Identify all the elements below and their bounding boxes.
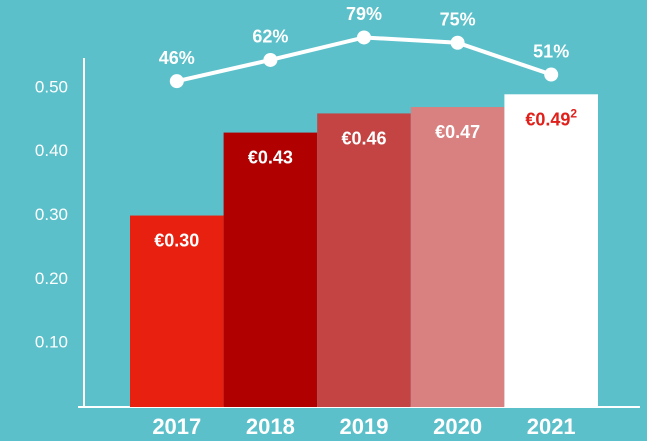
value-label-text: €0.47: [435, 122, 480, 142]
line-point: [169, 74, 184, 89]
value-label-text: €0.43: [248, 147, 293, 167]
point-label: 46%: [159, 48, 195, 68]
value-label: €0.43: [248, 147, 293, 167]
point-label: 79%: [346, 4, 382, 24]
value-label: €0.47: [435, 122, 480, 142]
line-point: [357, 30, 371, 45]
value-label: €0.46: [341, 128, 386, 148]
value-label-text: €0.46: [341, 128, 386, 148]
line-point: [544, 67, 559, 82]
value-label-text: €0.30: [154, 230, 199, 250]
y-tick-label: 0.20: [35, 269, 68, 288]
value-label: €0.492: [525, 106, 577, 129]
x-tick-label: 2019: [340, 414, 389, 439]
point-label: 62%: [252, 27, 288, 47]
x-tick-label: 2018: [246, 414, 295, 439]
point-label: 51%: [533, 41, 569, 61]
y-tick-label: 0.40: [35, 141, 68, 160]
x-tick-label: 2020: [433, 414, 482, 439]
bar: [504, 94, 598, 408]
bar: [410, 107, 505, 408]
bar: [223, 132, 318, 407]
y-tick-label: 0.10: [35, 333, 68, 352]
bar: [130, 215, 224, 407]
x-tick-label: 2017: [152, 414, 201, 439]
value-label: €0.30: [154, 230, 199, 250]
point-label: 75%: [440, 10, 476, 30]
value-label-text: €0.49: [525, 109, 570, 129]
x-tick-label: 2021: [527, 414, 576, 439]
footnote-mark: 2: [570, 106, 577, 120]
bar: [317, 113, 411, 407]
y-tick-label: 0.30: [35, 205, 68, 224]
line-point: [450, 35, 465, 50]
y-tick-label: 0.50: [35, 77, 68, 96]
line-point: [263, 52, 278, 67]
